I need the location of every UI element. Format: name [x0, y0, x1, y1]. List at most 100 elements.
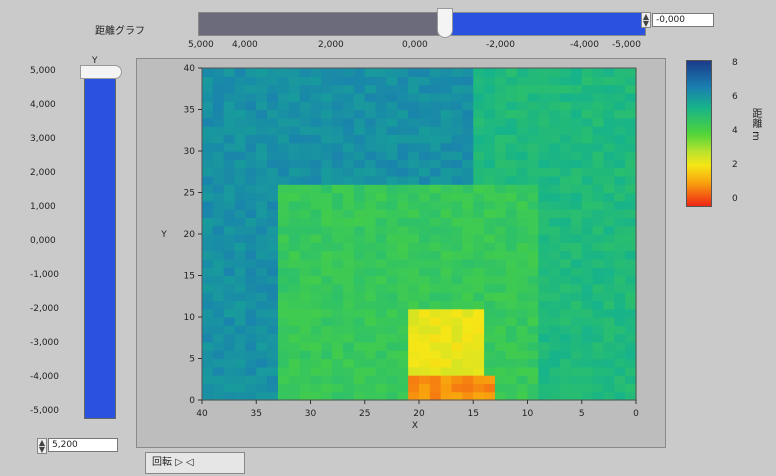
- heatmap-cell: [614, 292, 626, 301]
- heatmap-cell: [202, 250, 214, 260]
- heatmap-cell: [581, 209, 594, 218]
- heatmap-cell: [353, 92, 366, 102]
- heatmap-cell: [538, 350, 550, 360]
- heatmap-cell: [538, 101, 550, 111]
- heatmap-cell: [223, 209, 236, 218]
- heatmap-cell: [212, 300, 225, 310]
- heatmap-cell: [277, 109, 290, 119]
- heatmap-cell: [256, 225, 268, 235]
- heatmap-cell: [364, 134, 377, 144]
- heatmap-cell: [353, 250, 366, 260]
- heatmap-cell: [299, 167, 312, 177]
- heatmap-cell: [473, 134, 485, 144]
- heatmap-cell: [245, 134, 257, 144]
- heatmap-cell: [408, 68, 420, 77]
- heatmap-cell: [397, 275, 409, 285]
- heatmap-cell: [538, 117, 550, 127]
- y-range-slider-thumb[interactable]: [80, 65, 122, 79]
- heatmap-cell: [288, 267, 301, 277]
- heatmap-cell: [223, 391, 236, 401]
- heatmap-cell: [560, 341, 572, 351]
- heatmap-cell: [473, 142, 485, 152]
- heatmap-cell: [343, 117, 355, 127]
- x-range-slider-thumb[interactable]: [437, 8, 453, 38]
- heatmap-cell: [353, 167, 366, 177]
- heatmap-cell: [364, 250, 377, 260]
- heatmap-cell: [364, 167, 377, 177]
- y-range-slider[interactable]: [84, 67, 116, 419]
- heatmap-cell: [581, 250, 594, 260]
- heatmap-cell: [386, 175, 398, 185]
- heatmap-cell: [375, 358, 388, 368]
- heatmap-cell: [440, 192, 453, 202]
- heatmap-cell: [386, 267, 398, 277]
- x-range-slider[interactable]: [198, 12, 646, 36]
- heatmap-cell: [397, 391, 409, 401]
- heatmap-cell: [560, 159, 572, 169]
- heatmap-cell: [581, 192, 594, 202]
- heatmap-cell: [364, 375, 377, 384]
- heatmap-cell: [429, 159, 442, 169]
- heatmap-cell: [277, 175, 290, 185]
- heatmap-cell: [484, 167, 496, 177]
- heatmap-cell: [592, 142, 605, 152]
- rotate-tool-tab[interactable]: 回転 ▷ ◁: [145, 452, 245, 474]
- y-range-spinner[interactable]: ▲ ▼: [37, 438, 47, 454]
- x-range-value-input[interactable]: -0,000: [652, 13, 714, 27]
- heatmap-cell: [516, 151, 529, 160]
- y-range-tick-label: 3,000: [30, 134, 56, 144]
- heatmap-cell: [505, 217, 518, 227]
- heatmap-cell: [353, 84, 366, 94]
- heatmap-cell: [321, 375, 333, 384]
- heatmap-cell: [527, 68, 539, 77]
- y-range-tick-label: -5,000: [30, 406, 60, 416]
- heatmap-cell: [419, 151, 431, 160]
- heatmap-cell: [473, 200, 485, 210]
- heatmap-cell: [386, 366, 398, 376]
- heatmap-cell: [494, 192, 507, 202]
- heatmap-cell: [267, 209, 279, 218]
- heatmap-cell: [440, 250, 453, 260]
- heatmap-cell: [570, 109, 583, 119]
- heatmap-cell: [267, 333, 279, 343]
- heatmap-cell: [386, 192, 398, 202]
- heatmap-cell: [560, 200, 572, 210]
- heatmap-cell: [527, 375, 539, 384]
- color-scale-tick-label: 8: [732, 58, 738, 68]
- heatmap-cell: [212, 134, 225, 144]
- heatmap-cell: [603, 317, 615, 326]
- heatmap-cell: [397, 101, 409, 111]
- heatmap-cell: [408, 101, 420, 111]
- heatmap-cell: [234, 258, 246, 268]
- heatmap-cell: [570, 358, 583, 368]
- heatmap-cell: [223, 292, 236, 301]
- heatmap-cell: [419, 200, 431, 210]
- heatmap-cell: [212, 267, 225, 277]
- heatmap-cell: [212, 84, 225, 94]
- heatmap-cell: [256, 333, 268, 343]
- heatmap-cell: [343, 217, 355, 227]
- heatmap-cell: [592, 275, 605, 285]
- heatmap-cell: [538, 217, 550, 227]
- heatmap-cell: [332, 151, 344, 160]
- heatmap-cell: [256, 250, 268, 260]
- heatmap-cell: [234, 292, 246, 301]
- heatmap-cell: [560, 209, 572, 218]
- heatmap-cell: [408, 234, 420, 243]
- x-range-spinner[interactable]: ▲ ▼: [641, 12, 651, 28]
- heatmap-cell: [516, 267, 529, 277]
- heatmap-cell: [364, 317, 377, 326]
- heatmap-cell: [256, 209, 268, 218]
- x-range-tick-label: 2,000: [318, 40, 344, 50]
- heatmap-cell: [353, 333, 366, 343]
- heatmap-cell: [603, 159, 615, 169]
- heatmap-cell: [256, 341, 268, 351]
- heatmap-cell: [484, 159, 496, 169]
- heatmap-cell: [592, 234, 605, 243]
- heatmap-cell: [625, 209, 637, 218]
- heatmap-cell: [484, 242, 496, 252]
- heatmap-cell: [440, 209, 453, 218]
- y-range-value-input[interactable]: 5,200: [48, 438, 118, 452]
- heatmap-cell: [549, 200, 561, 210]
- heatmap-cell: [386, 92, 398, 102]
